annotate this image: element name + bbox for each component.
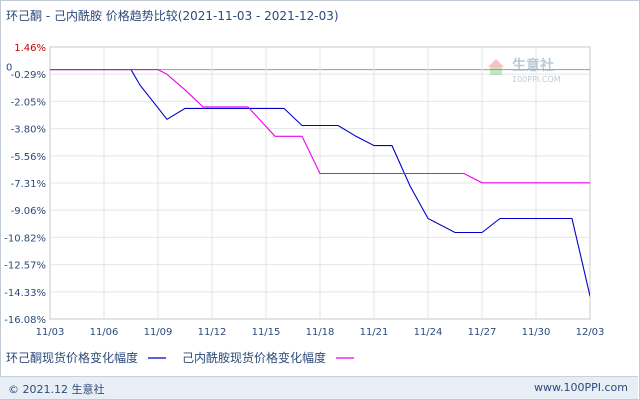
watermark-roof-icon [488, 59, 504, 67]
x-tick-label: 11/21 [360, 327, 389, 338]
x-tick-label: 11/12 [198, 327, 227, 338]
footer-bar: © 2021.12 生意社 www.100PPI.com [0, 376, 638, 399]
y-tick-label: -2.05% [11, 97, 46, 108]
series-line-2 [50, 69, 590, 184]
x-tick-label: 12/03 [576, 327, 605, 338]
chart-title-main: 环己酮 - 己内酰胺 价格趋势比较 [6, 9, 178, 23]
y-tick-label: -0.29% [11, 70, 46, 81]
y-tick-label: -12.57% [4, 261, 46, 272]
footer-site-link[interactable]: www.100PPI.com [534, 381, 628, 394]
y-tick-label: -3.80% [11, 125, 46, 136]
y-tick-label: -9.06% [11, 206, 46, 217]
footer-copyright: © 2021.12 生意社 [8, 383, 105, 396]
watermark-url: 100PPI.COM [512, 75, 561, 84]
y-tick-label: -10.82% [4, 233, 46, 244]
watermark-brand: 生意社 [512, 57, 554, 74]
legend-label-1: 环己酮现货价格变化幅度 [6, 350, 138, 365]
y-tick-label: -16.08% [4, 315, 46, 326]
x-tick-label: 11/09 [144, 327, 173, 338]
series-group [50, 69, 590, 297]
x-tick-label: 11/03 [36, 327, 65, 338]
y-tick-label: -7.31% [11, 179, 46, 190]
x-axis-labels: 11/03 11/06 11/09 11/12 11/15 11/18 11/21 11/24… [36, 327, 605, 338]
x-tick-label: 11/06 [90, 327, 119, 338]
series-line-1 [50, 69, 590, 297]
x-tick-label: 11/27 [468, 327, 497, 338]
zero-label: 0 [6, 63, 12, 74]
series-lines [50, 69, 590, 297]
x-tick-label: 11/18 [306, 327, 335, 338]
y-tick-label: 1.46% [14, 43, 46, 54]
legend-label-2: 己内酰胺现货价格变化幅度 [182, 350, 326, 365]
legend: 环己酮现货价格变化幅度 己内酰胺现货价格变化幅度 [6, 350, 355, 365]
y-tick-label: -14.33% [4, 288, 46, 299]
x-tick-label: 11/15 [252, 327, 281, 338]
chart-title: 环己酮 - 己内酰胺 价格趋势比较(2021-11-03 - 2021-12-0… [6, 7, 339, 24]
x-tick-label: 11/30 [522, 327, 551, 338]
watermark-house-icon [490, 67, 502, 75]
y-tick-label: -5.56% [11, 152, 46, 163]
y-axis-labels: 1.46% -0.29% -2.05% -3.80% -5.56% -7.31% -9.06… [4, 43, 46, 326]
x-tick-label: 11/24 [414, 327, 443, 338]
chart-title-range: (2021-11-03 - 2021-12-03) [177, 9, 339, 23]
